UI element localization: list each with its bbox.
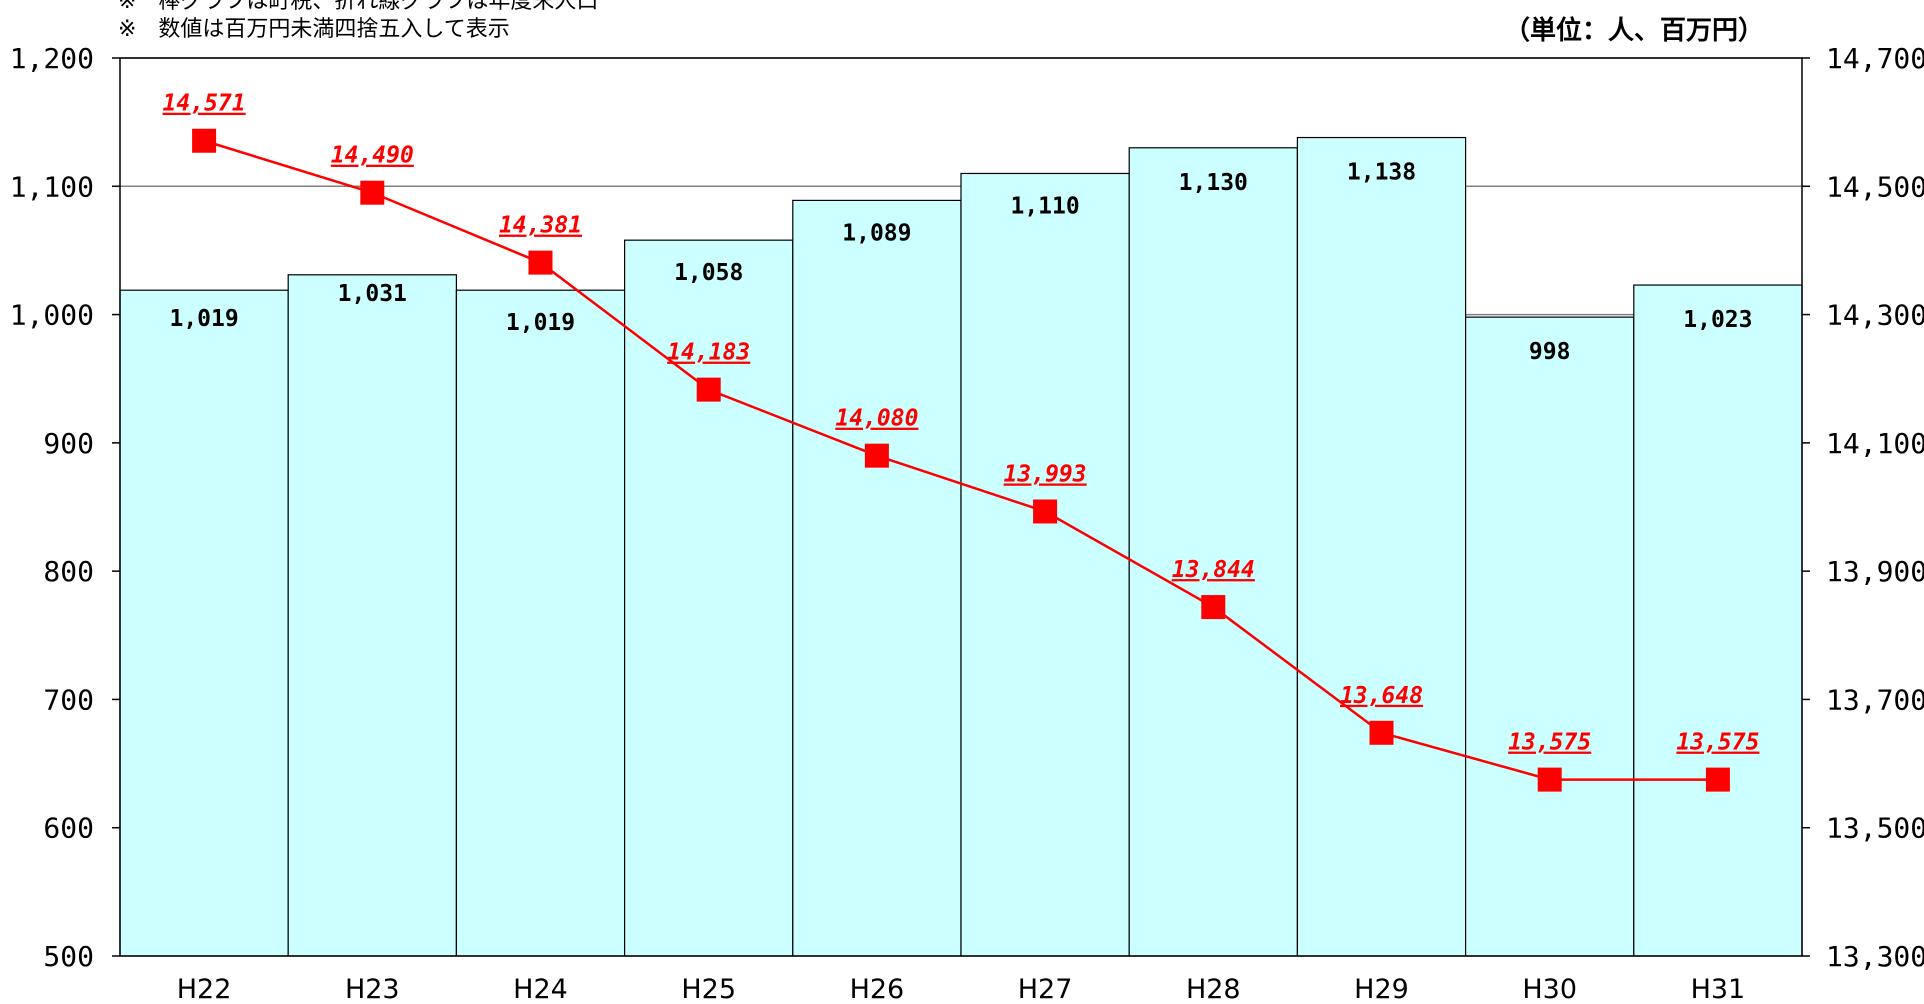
line-value-label: 14,183 — [667, 340, 750, 366]
y-right-tick-label: 13,300 — [1826, 940, 1924, 973]
y-left-tick-label: 500 — [43, 940, 94, 973]
chart-note-series: ※ 棒グラフは町税、折れ線グラフは年度末人口 — [118, 0, 599, 14]
line-marker — [1033, 499, 1058, 524]
line-value-label: 14,571 — [163, 91, 246, 117]
y-right-tick-label: 13,500 — [1826, 812, 1924, 845]
x-tick-label: H31 — [1691, 974, 1746, 1004]
line-value-label: 13,575 — [1676, 730, 1759, 756]
bar — [287, 274, 458, 957]
line-series — [192, 128, 1730, 792]
line-path — [203, 139, 1718, 781]
bar-value-label: 1,110 — [1010, 193, 1079, 219]
x-tick-label: H28 — [1186, 974, 1241, 1004]
bar — [1128, 147, 1298, 957]
line-marker — [1537, 767, 1562, 792]
bar-value-label: 1,031 — [338, 281, 407, 307]
y-left-tick-label: 1,000 — [10, 299, 94, 332]
line-value-label: 14,490 — [331, 143, 414, 169]
y-left-tick-label: 1,200 — [10, 42, 94, 75]
bar — [1464, 316, 1635, 957]
line-value-label: 13,993 — [1004, 461, 1087, 487]
bar-value-label: 1,023 — [1683, 307, 1752, 333]
unit-label: （単位：人、百万円） — [1503, 16, 1764, 46]
line-marker — [528, 250, 553, 275]
x-tick-label: H25 — [681, 974, 736, 1004]
line-marker — [1201, 595, 1226, 620]
y-left-tick-label: 600 — [43, 812, 94, 845]
bar — [960, 172, 1130, 957]
line-marker — [360, 180, 385, 205]
y-right-tick-label: 14,100 — [1826, 427, 1924, 460]
line-value-label: 14,381 — [499, 213, 582, 239]
x-tick-label: H30 — [1522, 974, 1577, 1004]
axes: 500 600 700 800 900 1,000 1,100 1,200 13,300 13,5… — [10, 42, 1924, 1004]
y-left-tick-label: 800 — [43, 555, 94, 588]
bar — [119, 289, 289, 957]
y-right-tick-label: 14,700 — [1826, 42, 1924, 75]
x-tick-label: H26 — [850, 974, 905, 1004]
x-tick-label: H24 — [513, 974, 568, 1004]
y-right-tick-label: 14,500 — [1826, 170, 1924, 203]
bar-value-label: 998 — [1529, 339, 1571, 365]
line-value-label: 13,844 — [1172, 557, 1255, 583]
line-value-label: 13,648 — [1340, 683, 1423, 709]
line-marker — [192, 128, 217, 153]
bar-value-label: 1,058 — [674, 260, 743, 286]
line-marker — [864, 443, 889, 468]
bar-value-label: 1,138 — [1347, 160, 1416, 186]
y-left-tick-label: 1,100 — [10, 170, 94, 203]
x-tick-label: H23 — [345, 974, 400, 1004]
data-labels: 1,019 1,031 1,019 1,058 1,089 1,110 1,130 1,138… — [163, 91, 1760, 756]
line-value-label: 14,080 — [835, 406, 918, 432]
bar — [1296, 136, 1467, 957]
line-value-label: 13,575 — [1508, 730, 1591, 756]
bar — [623, 239, 794, 957]
bar — [1633, 284, 1803, 957]
y-right-tick-label: 13,700 — [1826, 683, 1924, 716]
plot-frame — [119, 57, 1803, 957]
bar-series — [119, 136, 1803, 957]
line-marker — [696, 377, 721, 402]
x-tick-label: H22 — [177, 974, 232, 1004]
line-marker — [1369, 720, 1394, 745]
y-left-tick-label: 700 — [43, 683, 94, 716]
bar — [792, 199, 962, 957]
x-tick-label: H27 — [1018, 974, 1073, 1004]
bar-value-label: 1,089 — [842, 220, 911, 246]
y-right-tick-label: 14,300 — [1826, 299, 1924, 332]
chart-note-rounding: ※ 数値は百万円未満四捨五入して表示 — [118, 17, 510, 42]
bar-value-label: 1,130 — [1179, 170, 1248, 196]
y-right-tick-label: 13,900 — [1826, 555, 1924, 588]
line-marker — [1705, 767, 1730, 792]
bar-value-label: 1,019 — [169, 306, 238, 332]
y-left-tick-label: 900 — [43, 427, 94, 460]
bar — [455, 289, 626, 957]
bar-value-label: 1,019 — [506, 310, 575, 336]
x-tick-label: H29 — [1354, 974, 1409, 1004]
